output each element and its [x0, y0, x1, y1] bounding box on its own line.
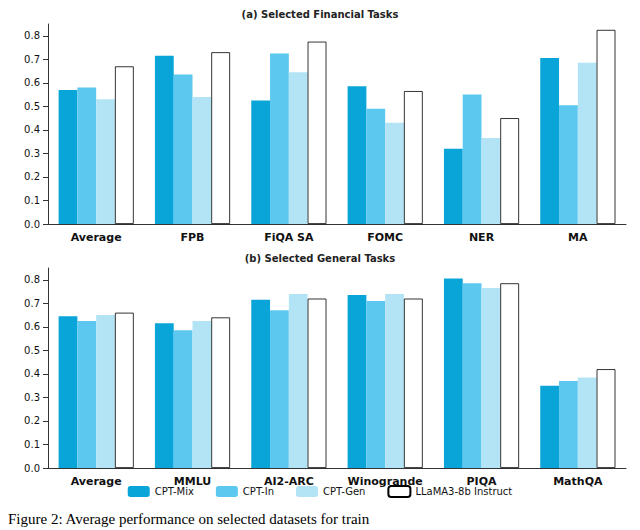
svg-text:0.1: 0.1 — [24, 195, 40, 206]
svg-text:0.2: 0.2 — [24, 415, 40, 426]
svg-text:0.3: 0.3 — [24, 148, 40, 159]
svg-text:0.8: 0.8 — [24, 274, 40, 285]
svg-text:PIQA: PIQA — [466, 475, 497, 488]
svg-text:AI2-ARC: AI2-ARC — [263, 475, 314, 488]
svg-text:Average: Average — [71, 231, 122, 244]
svg-text:0.4: 0.4 — [24, 124, 40, 135]
svg-text:0.5: 0.5 — [24, 345, 40, 356]
svg-text:0.3: 0.3 — [24, 392, 40, 403]
svg-text:0.6: 0.6 — [24, 321, 40, 332]
html-text:Figure 2: Average performance: Figure 2: Average performance on selecte… — [8, 511, 370, 527]
svg-text:MMLU: MMLU — [173, 475, 212, 488]
svg-text:0.1: 0.1 — [24, 439, 40, 450]
svg-text:0.0: 0.0 — [24, 463, 40, 474]
svg-text:(b) Selected General Tasks: (b) Selected General Tasks — [245, 253, 395, 264]
svg-text:0.8: 0.8 — [24, 30, 40, 41]
svg-text:0.7: 0.7 — [24, 298, 40, 309]
svg-text:0.4: 0.4 — [24, 368, 40, 379]
svg-text:(a) Selected Financial Tasks: (a) Selected Financial Tasks — [242, 9, 399, 20]
svg-text:MA: MA — [568, 231, 588, 244]
svg-text:NER: NER — [469, 231, 495, 244]
svg-text:0.6: 0.6 — [24, 77, 40, 88]
svg-text:0.0: 0.0 — [24, 219, 40, 230]
svg-text:CPT-In: CPT-In — [243, 486, 274, 497]
svg-text:MathQA: MathQA — [553, 475, 603, 488]
svg-text:FOMC: FOMC — [367, 231, 403, 244]
svg-text:FPB: FPB — [181, 231, 205, 244]
svg-text:CPT-Gen: CPT-Gen — [323, 486, 365, 497]
svg-text:FiQA SA: FiQA SA — [264, 231, 314, 244]
svg-text:0.5: 0.5 — [24, 101, 40, 112]
svg-text:LLaMA3-8b Instruct: LLaMA3-8b Instruct — [415, 486, 512, 497]
svg-text:0.7: 0.7 — [24, 54, 40, 65]
svg-text:0.2: 0.2 — [24, 171, 40, 182]
svg-text:Winogrande: Winogrande — [347, 475, 423, 488]
svg-text:Average: Average — [71, 475, 122, 488]
svg-text:CPT-Mix: CPT-Mix — [155, 486, 194, 497]
